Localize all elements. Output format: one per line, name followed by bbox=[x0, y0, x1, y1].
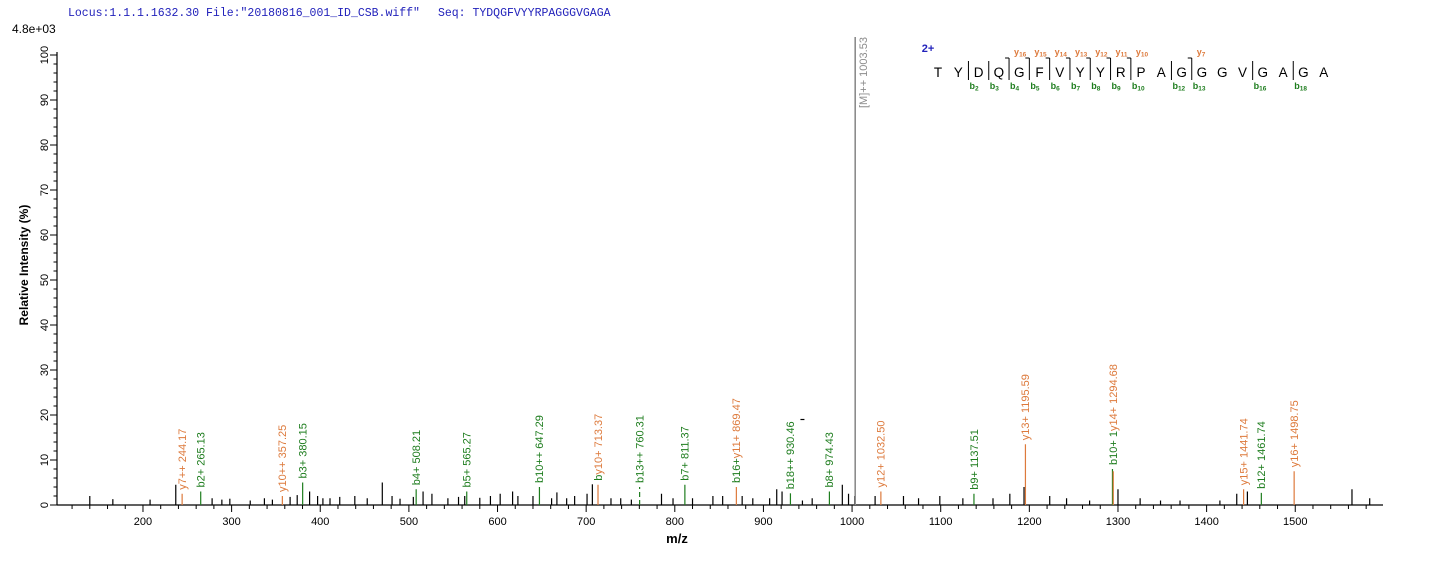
sequence-residue: Y bbox=[954, 65, 963, 80]
x-tick-label: 600 bbox=[488, 516, 506, 528]
sequence-residue: A bbox=[1157, 65, 1166, 80]
sequence-residue: A bbox=[1279, 65, 1288, 80]
x-tick-label: 1500 bbox=[1283, 516, 1307, 528]
x-tick-label: 1200 bbox=[1017, 516, 1041, 528]
sequence-residue: G bbox=[1217, 65, 1228, 80]
sequence-residue: D bbox=[974, 65, 984, 80]
sequence-residue: Y bbox=[1076, 65, 1085, 80]
fragment-peak-label: y10++ 357.25 bbox=[277, 425, 289, 492]
fragment-peak-label: b5+ 565.27 bbox=[462, 432, 474, 487]
y-ion-label: y15 bbox=[1034, 47, 1047, 59]
y-tick-label: 0 bbox=[39, 502, 51, 508]
fragment-peak-label: y16+ 1498.75 bbox=[1289, 400, 1301, 467]
b-ion-label: b8 bbox=[1091, 81, 1101, 93]
y-tick-label: 50 bbox=[39, 274, 51, 286]
x-tick-label: 700 bbox=[577, 516, 595, 528]
b-ion-label: b2 bbox=[969, 81, 979, 93]
sequence-residue: V bbox=[1055, 65, 1064, 80]
y-ion-label: y16 bbox=[1014, 47, 1027, 59]
fragment-peak-label: y12+ 1032.50 bbox=[876, 421, 888, 488]
y-tick-label: 80 bbox=[39, 139, 51, 151]
fragment-peak-label: by10+ 713.37 bbox=[593, 414, 605, 481]
y-tick-label: 10 bbox=[39, 454, 51, 466]
fragment-peak-label: b8+ 974.43 bbox=[824, 432, 836, 487]
y-tick-label: 30 bbox=[39, 364, 51, 376]
y-ion-label: y10 bbox=[1136, 47, 1149, 59]
y-ion-label: y11 bbox=[1116, 47, 1128, 59]
sequence-residue: G bbox=[1298, 65, 1309, 80]
b-ion-label: b3 bbox=[990, 81, 1000, 93]
x-tick-label: 200 bbox=[134, 516, 152, 528]
fragment-peak-label: b10++ 647.29 bbox=[534, 415, 546, 483]
y-tick-label: 100 bbox=[39, 46, 51, 64]
fragment-peak-label: b2+ 265.13 bbox=[196, 432, 208, 487]
y-tick-label: 40 bbox=[39, 319, 51, 331]
fragment-peak-label: b13++ 760.31 bbox=[634, 415, 646, 483]
y-ion-label: y7 bbox=[1197, 47, 1206, 59]
b-ion-label: b16 bbox=[1254, 81, 1267, 93]
fragment-peak-label: y13+ 1195.59 bbox=[1020, 374, 1032, 440]
x-tick-label: 1400 bbox=[1194, 516, 1218, 528]
x-axis-title: m/z bbox=[666, 531, 688, 546]
x-tick-label: 1100 bbox=[929, 516, 953, 528]
sequence-residue: G bbox=[1014, 65, 1025, 80]
x-tick-label: 1300 bbox=[1106, 516, 1130, 528]
sequence-residue: Y bbox=[1096, 65, 1105, 80]
b-ion-label: b12 bbox=[1172, 81, 1185, 93]
sequence-residue: G bbox=[1197, 65, 1208, 80]
fragment-peak-label: b18++ 930.46 bbox=[785, 421, 797, 489]
b-ion-label: b13 bbox=[1193, 81, 1206, 93]
fragment-peak-label: b16+y11+ 869.47 bbox=[731, 398, 743, 483]
b-ion-label: b18 bbox=[1294, 81, 1307, 93]
x-tick-label: 1000 bbox=[840, 516, 864, 528]
b-ion-label: b9 bbox=[1112, 81, 1122, 93]
y-ion-label: y14 bbox=[1055, 47, 1068, 59]
sequence-residue: G bbox=[1176, 65, 1187, 80]
x-tick-label: 900 bbox=[754, 516, 772, 528]
b-ion-label: b10 bbox=[1132, 81, 1145, 93]
sequence-residue: F bbox=[1035, 65, 1043, 80]
y-tick-label: 60 bbox=[39, 229, 51, 241]
y-tick-label: 90 bbox=[39, 94, 51, 106]
fragment-peak-label: b12+ 1461.74 bbox=[1256, 421, 1268, 489]
sequence-residue: P bbox=[1136, 65, 1145, 80]
y-ion-label: y13 bbox=[1075, 47, 1088, 59]
sequence-residue: G bbox=[1258, 65, 1269, 80]
sequence-residue: R bbox=[1116, 65, 1126, 80]
x-tick-label: 500 bbox=[400, 516, 418, 528]
y-tick-label: 20 bbox=[39, 409, 51, 421]
intensity-scale-label: 4.8e+03 bbox=[12, 22, 56, 36]
y-tick-label: 70 bbox=[39, 184, 51, 196]
locus-file-text: Locus:1.1.1.1632.30 File:"20180816_001_I… bbox=[68, 7, 420, 20]
y-ion-label: y12 bbox=[1095, 47, 1108, 59]
x-tick-label: 300 bbox=[222, 516, 240, 528]
b-ion-label: b7 bbox=[1071, 81, 1081, 93]
precursor-ion-label: [M]++ 1003.53 bbox=[858, 37, 870, 108]
b-ion-label: b5 bbox=[1030, 81, 1040, 93]
sequence-text: Seq: TYDQGFVYYRPAGGGVGAGA bbox=[437, 7, 611, 20]
header-line: Locus:1.1.1.1632.30 File:"20180816_001_I… bbox=[68, 7, 611, 20]
x-tick-label: 800 bbox=[666, 516, 684, 528]
x-tick-label: 400 bbox=[311, 516, 329, 528]
b-ion-label: b6 bbox=[1051, 81, 1061, 93]
sequence-residue: T bbox=[934, 65, 942, 80]
precursor-charge-label: 2+ bbox=[922, 43, 935, 55]
fragment-peak-label: b7+ 811.37 bbox=[680, 426, 692, 481]
sequence-residue: V bbox=[1238, 65, 1247, 80]
sequence-residue: A bbox=[1319, 65, 1328, 80]
fragment-peak-label: b10+ 1y14+ 1294.68 bbox=[1108, 364, 1120, 465]
fragment-peak-label: b9+ 1137.51 bbox=[969, 429, 981, 490]
fragment-peak-label: b3+ 380.15 bbox=[297, 423, 309, 478]
fragment-peak-label: b4+ 508.21 bbox=[411, 430, 423, 485]
b-ion-label: b4 bbox=[1010, 81, 1020, 93]
fragment-peak-label: y7++ 244.17 bbox=[177, 429, 189, 490]
sequence-residue: Q bbox=[994, 65, 1005, 80]
fragment-peak-label: y15+ 1441.74 bbox=[1238, 418, 1250, 485]
